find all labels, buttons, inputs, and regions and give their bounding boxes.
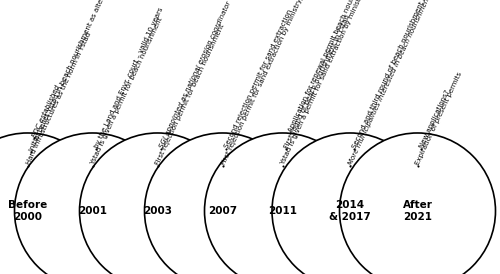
- Text: Initial belief Ystad in beach nourishment as alternative: Initial belief Ystad in beach nourishmen…: [28, 0, 115, 152]
- Text: More municipalities interested in beach nourishment: More municipalities interested in beach …: [348, 0, 432, 166]
- Text: Ystad is given a permit for beach nourishment: Ystad is given a permit for beach nouris…: [90, 16, 164, 166]
- Text: First rejection permit for sand extraction by ministry/SGU: First rejection permit for sand extracti…: [220, 0, 310, 166]
- Text: 2011: 2011: [268, 206, 297, 216]
- Text: 2007: 2007: [208, 206, 237, 216]
- Ellipse shape: [0, 133, 106, 274]
- Text: 2003: 2003: [143, 206, 172, 216]
- Ellipse shape: [204, 133, 360, 274]
- Text: SGI appointed as national erosion coordinator: SGI appointed as national erosion coordi…: [159, 1, 232, 149]
- Ellipse shape: [14, 133, 170, 274]
- Text: First round of beach nourishment in Ystad: First round of beach nourishment in Ysta…: [284, 14, 352, 149]
- Text: Expiration of present permits: Expiration of present permits: [415, 71, 464, 166]
- Text: by the Land and Envr. court – valid 10 years: by the Land and Envr. court – valid 10 y…: [94, 7, 164, 149]
- Ellipse shape: [272, 133, 428, 274]
- Text: Second and third round of beach nourishment in Ystad: Second and third round of beach nourishm…: [352, 0, 438, 149]
- Ellipse shape: [144, 133, 300, 274]
- Text: Application for renewal permit beach nourishment by Ystad: Application for renewal permit beach nou…: [288, 0, 382, 133]
- FancyArrow shape: [2, 151, 455, 271]
- Text: Second rejection permit for sand extraction: Second rejection permit for sand extract…: [224, 9, 294, 149]
- Text: Ystad is given a permit for sand extraction by ministry/SGU: Ystad is given a permit for sand extract…: [280, 0, 374, 166]
- Text: EDC established: EDC established: [32, 84, 61, 138]
- Text: 2001: 2001: [78, 206, 107, 216]
- Text: First rejection permit for beach nourishment: First rejection permit for beach nourish…: [155, 23, 226, 166]
- Ellipse shape: [340, 133, 496, 274]
- Text: Before
2000: Before 2000: [8, 200, 47, 222]
- Text: New applications?: New applications?: [419, 89, 451, 149]
- Text: 2014
& 2017: 2014 & 2017: [329, 200, 371, 222]
- Text: After
2021: After 2021: [402, 200, 432, 222]
- Text: Hard infrastructures as the norm in Ystad: Hard infrastructures as the norm in Ysta…: [25, 32, 92, 166]
- Ellipse shape: [80, 133, 235, 274]
